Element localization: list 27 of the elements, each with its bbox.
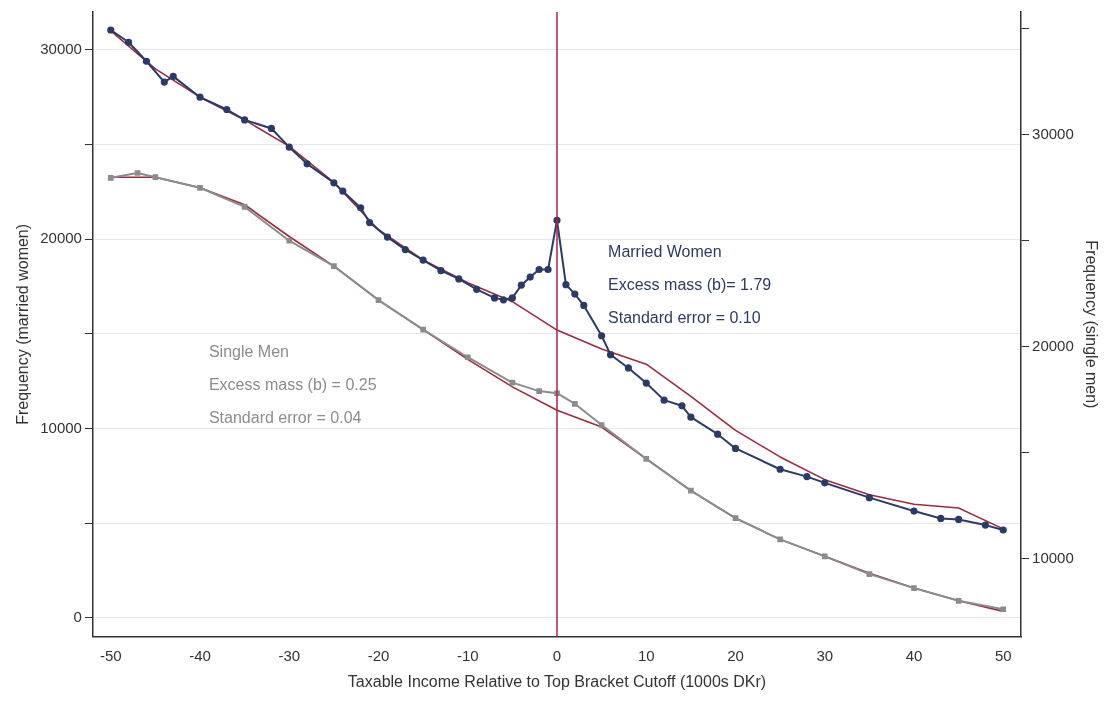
x-tick-label: -50 xyxy=(99,646,122,664)
annotation: Standard error = 0.10 xyxy=(608,308,761,326)
y-tick-label: 10000 xyxy=(40,418,82,436)
y-tick-label: 30000 xyxy=(40,40,82,58)
x-tick-label: 0 xyxy=(552,646,562,664)
x-tick-label: -20 xyxy=(367,646,390,664)
y2-tick-label: 10000 xyxy=(1032,548,1074,566)
x-tick-label: 30 xyxy=(816,646,834,664)
x-tick-label: -30 xyxy=(278,646,301,664)
x-tick-label: 10 xyxy=(637,646,655,664)
y-axis-title: Frequency (married women) xyxy=(14,223,32,425)
x-axis-title: Taxable Income Relative to Top Bracket Cutoff (1000s DKr) xyxy=(347,672,767,690)
annotation: Standard error = 0.04 xyxy=(208,408,362,426)
annotation: Excess mass (b) = 0.25 xyxy=(208,375,377,393)
y-tick-label: 0 xyxy=(73,608,82,626)
annotation: Single Men xyxy=(208,342,289,360)
y2-tick-label: 30000 xyxy=(1032,124,1074,142)
y-tick-label: 20000 xyxy=(40,229,82,247)
x-tick-label: -40 xyxy=(189,646,211,664)
x-tick-label: 40 xyxy=(905,646,923,664)
x-tick-label: 50 xyxy=(994,646,1012,664)
y2-tick-label: 20000 xyxy=(1032,336,1074,354)
annotation: Excess mass (b)= 1.79 xyxy=(608,275,772,293)
y2-axis-title: Frequency (single men) xyxy=(1082,240,1100,409)
annotation: Married Women xyxy=(608,242,722,260)
x-tick-label: 20 xyxy=(727,646,744,664)
x-tick-label: -10 xyxy=(456,646,479,664)
